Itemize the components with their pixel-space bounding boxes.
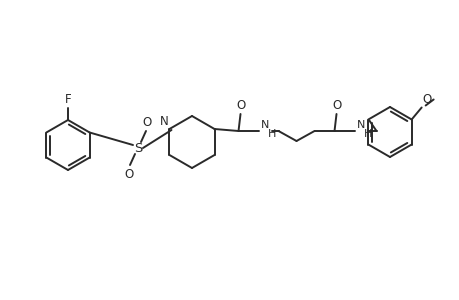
Text: N: N xyxy=(356,120,364,130)
Text: O: O xyxy=(142,116,151,129)
Text: O: O xyxy=(422,92,431,106)
Text: N: N xyxy=(159,115,168,128)
Text: O: O xyxy=(235,99,245,112)
Text: O: O xyxy=(124,168,133,181)
Text: N: N xyxy=(260,120,269,130)
Text: S: S xyxy=(134,142,142,154)
Text: O: O xyxy=(331,99,341,112)
Text: H: H xyxy=(363,129,371,139)
Text: F: F xyxy=(65,93,71,106)
Text: H: H xyxy=(267,129,275,139)
